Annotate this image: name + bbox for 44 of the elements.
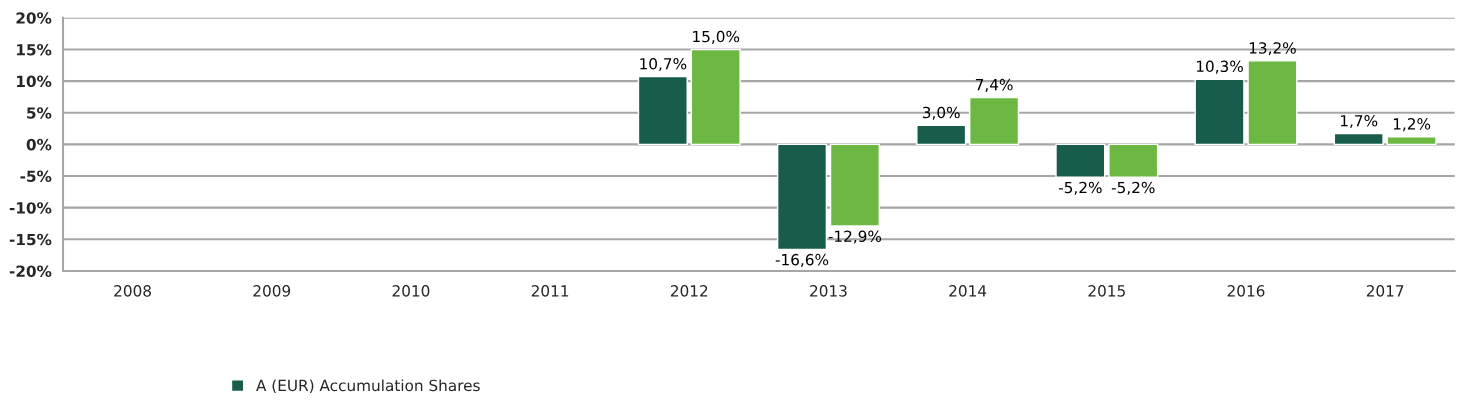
x-tick-label: 2011 [531, 285, 569, 297]
x-tick-label: 2010 [392, 285, 430, 297]
x-tick-label: 2016 [1227, 285, 1265, 297]
y-tick-label: 5% [27, 107, 52, 119]
y-tick-label: 0% [26, 138, 52, 151]
data-label: 15,0% [693, 30, 740, 44]
bar [637, 75, 688, 146]
bar [969, 96, 1020, 146]
x-tick-label: 2014 [949, 285, 987, 297]
bar [1247, 60, 1298, 146]
data-label: 13,2% [1249, 42, 1296, 56]
bar [1055, 143, 1106, 178]
bar [916, 124, 967, 146]
x-tick-label: 2013 [810, 285, 847, 297]
x-tick-label: 2015 [1088, 285, 1125, 297]
bar [776, 143, 828, 251]
y-tick-label: 15% [17, 43, 52, 56]
data-label: 1,2% [1393, 118, 1431, 132]
legend-label: A (EUR) Accumulation Shares [256, 379, 480, 394]
data-label: 3,0% [922, 106, 960, 120]
bar [829, 143, 880, 227]
y-tick-label: -20% [9, 265, 52, 277]
bar [1386, 136, 1437, 146]
data-label: 10,3% [1196, 60, 1243, 74]
y-tick-label: 10% [17, 75, 52, 88]
data-label: 10,7% [640, 57, 687, 72]
x-tick-label: 2017 [1366, 285, 1404, 297]
y-tick-label: -10% [9, 202, 52, 214]
y-tick-label: 20% [16, 12, 52, 24]
x-tick-label: 2012 [670, 285, 708, 297]
data-label: 7,4% [975, 78, 1013, 92]
data-label: -5,2% [1111, 181, 1155, 195]
bar [1108, 143, 1159, 178]
data-label: -16,6% [775, 253, 829, 267]
data-label: 1,7% [1340, 114, 1378, 129]
x-tick-label: 2008 [114, 285, 151, 297]
data-label: -12,9% [828, 230, 882, 244]
y-tick-label: -15% [9, 233, 52, 246]
bar [690, 48, 741, 146]
bar [1333, 132, 1384, 146]
y-tick-label: -5% [20, 170, 52, 183]
data-label: -5,2% [1058, 181, 1102, 195]
x-tick-label: 2009 [253, 285, 291, 297]
bar [1194, 78, 1245, 146]
